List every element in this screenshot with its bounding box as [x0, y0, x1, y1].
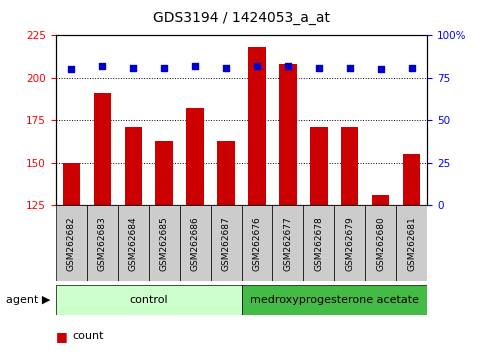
FancyBboxPatch shape [334, 205, 366, 281]
Text: medroxyprogesterone acetate: medroxyprogesterone acetate [250, 295, 419, 305]
FancyBboxPatch shape [86, 205, 117, 281]
Bar [403, 154, 421, 205]
FancyBboxPatch shape [303, 205, 334, 281]
FancyBboxPatch shape [56, 285, 242, 315]
FancyBboxPatch shape [149, 205, 180, 281]
Bar [280, 64, 297, 205]
FancyBboxPatch shape [180, 205, 211, 281]
Bar [156, 141, 172, 205]
FancyBboxPatch shape [56, 205, 86, 281]
Text: GSM262683: GSM262683 [98, 216, 107, 271]
Text: GSM262677: GSM262677 [284, 216, 293, 271]
FancyBboxPatch shape [211, 205, 242, 281]
Point [160, 65, 168, 70]
Bar [311, 127, 327, 205]
FancyBboxPatch shape [272, 205, 303, 281]
Point [408, 65, 416, 70]
Point [253, 63, 261, 69]
Text: GDS3194 / 1424053_a_at: GDS3194 / 1424053_a_at [153, 11, 330, 25]
Bar [186, 108, 203, 205]
Text: GSM262678: GSM262678 [314, 216, 324, 271]
Point [98, 63, 106, 69]
Text: GSM262679: GSM262679 [345, 216, 355, 271]
Text: count: count [72, 331, 104, 341]
Point [315, 65, 323, 70]
Point [129, 65, 137, 70]
Bar [217, 141, 235, 205]
FancyBboxPatch shape [242, 205, 272, 281]
Text: ■: ■ [56, 330, 71, 343]
Text: GSM262682: GSM262682 [67, 216, 75, 271]
Point [377, 67, 385, 72]
Text: GSM262684: GSM262684 [128, 216, 138, 271]
Bar [372, 195, 389, 205]
FancyBboxPatch shape [117, 205, 149, 281]
FancyBboxPatch shape [366, 205, 397, 281]
Text: GSM262687: GSM262687 [222, 216, 230, 271]
Bar [341, 127, 358, 205]
Bar [94, 93, 111, 205]
Point [191, 63, 199, 69]
FancyBboxPatch shape [242, 285, 427, 315]
Bar [62, 163, 80, 205]
Text: GSM262681: GSM262681 [408, 216, 416, 271]
Text: control: control [129, 295, 168, 305]
Point [222, 65, 230, 70]
Bar [248, 47, 266, 205]
Text: GSM262680: GSM262680 [376, 216, 385, 271]
Text: agent ▶: agent ▶ [6, 295, 51, 305]
Point [284, 63, 292, 69]
Point [67, 67, 75, 72]
FancyBboxPatch shape [397, 205, 427, 281]
Text: GSM262676: GSM262676 [253, 216, 261, 271]
Text: GSM262685: GSM262685 [159, 216, 169, 271]
Point [346, 65, 354, 70]
Text: GSM262686: GSM262686 [190, 216, 199, 271]
Bar [125, 127, 142, 205]
